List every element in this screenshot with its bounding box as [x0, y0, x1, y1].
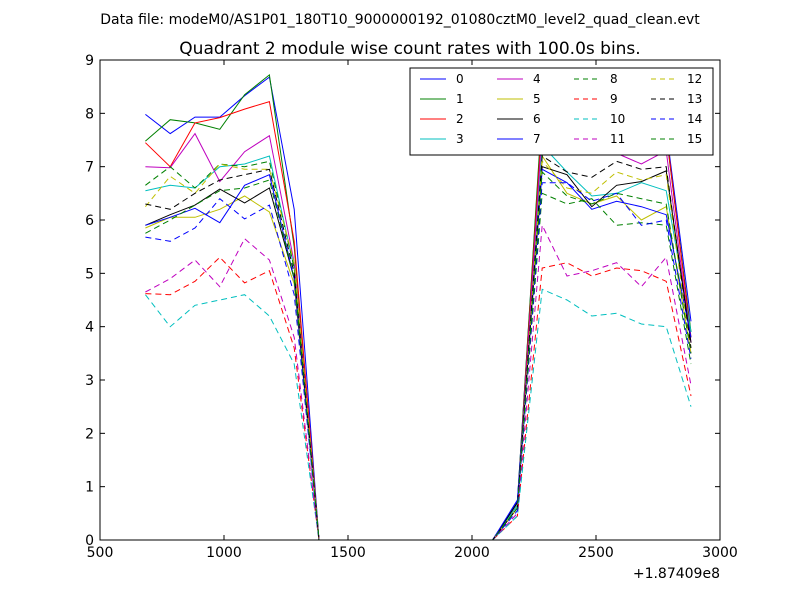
- legend-label-11: 11: [610, 132, 625, 146]
- legend-label-2: 2: [456, 112, 464, 126]
- chart-title: Quadrant 2 module wise count rates with …: [179, 39, 640, 59]
- y-tick-label: 7: [85, 160, 94, 176]
- plot-frame: [99, 59, 721, 541]
- legend-box: [409, 67, 714, 156]
- legend-label-6: 6: [533, 112, 541, 126]
- y-tick-label: 1: [85, 480, 94, 496]
- legend-label-4: 4: [533, 72, 541, 86]
- series-line-8: [145, 160, 692, 541]
- y-tick-label: 6: [85, 213, 94, 229]
- x-tick-label: 500: [87, 545, 114, 561]
- series-line-10: [145, 288, 692, 541]
- y-tick-label: 5: [85, 266, 94, 282]
- x-tick-label: 3000: [702, 545, 738, 561]
- legend-label-13: 13: [687, 92, 702, 106]
- legend-label-8: 8: [610, 72, 618, 86]
- legend-label-12: 12: [687, 72, 702, 86]
- series-line-15: [145, 170, 692, 541]
- y-tick-label: 8: [85, 106, 94, 122]
- x-offset-label: +1.87409e8: [633, 566, 720, 582]
- series-line-12: [145, 160, 692, 541]
- y-tick-label: 0: [85, 533, 94, 549]
- legend-label-5: 5: [533, 92, 541, 106]
- legend-label-15: 15: [687, 132, 702, 146]
- series-line-4: [145, 128, 692, 541]
- x-tick-label: 1000: [206, 545, 242, 561]
- legend-label-14: 14: [687, 112, 702, 126]
- y-tick-label: 9: [85, 53, 94, 69]
- legend-label-0: 0: [456, 72, 464, 86]
- legend-label-9: 9: [610, 92, 618, 106]
- series-line-6: [145, 166, 692, 541]
- x-tick-label: 2000: [454, 545, 490, 561]
- series-line-11: [145, 223, 692, 541]
- y-tick-label: 3: [85, 373, 94, 389]
- x-tick-label: 2500: [578, 545, 614, 561]
- series-line-14: [145, 182, 692, 541]
- legend-label-10: 10: [610, 112, 625, 126]
- series-line-5: [145, 154, 692, 541]
- legend-label-1: 1: [456, 92, 464, 106]
- y-tick-label: 2: [85, 426, 94, 442]
- data-file-supertitle: Data file: modeM0/AS1P01_180T10_90000001…: [100, 12, 700, 28]
- legend-label-7: 7: [533, 132, 541, 146]
- series-line-13: [145, 155, 692, 541]
- x-tick-label: 1500: [330, 545, 366, 561]
- series-line-2: [145, 100, 692, 541]
- y-tick-label: 4: [85, 320, 94, 336]
- series-line-7: [145, 168, 692, 541]
- legend-label-3: 3: [456, 132, 464, 146]
- series-line-9: [145, 256, 692, 541]
